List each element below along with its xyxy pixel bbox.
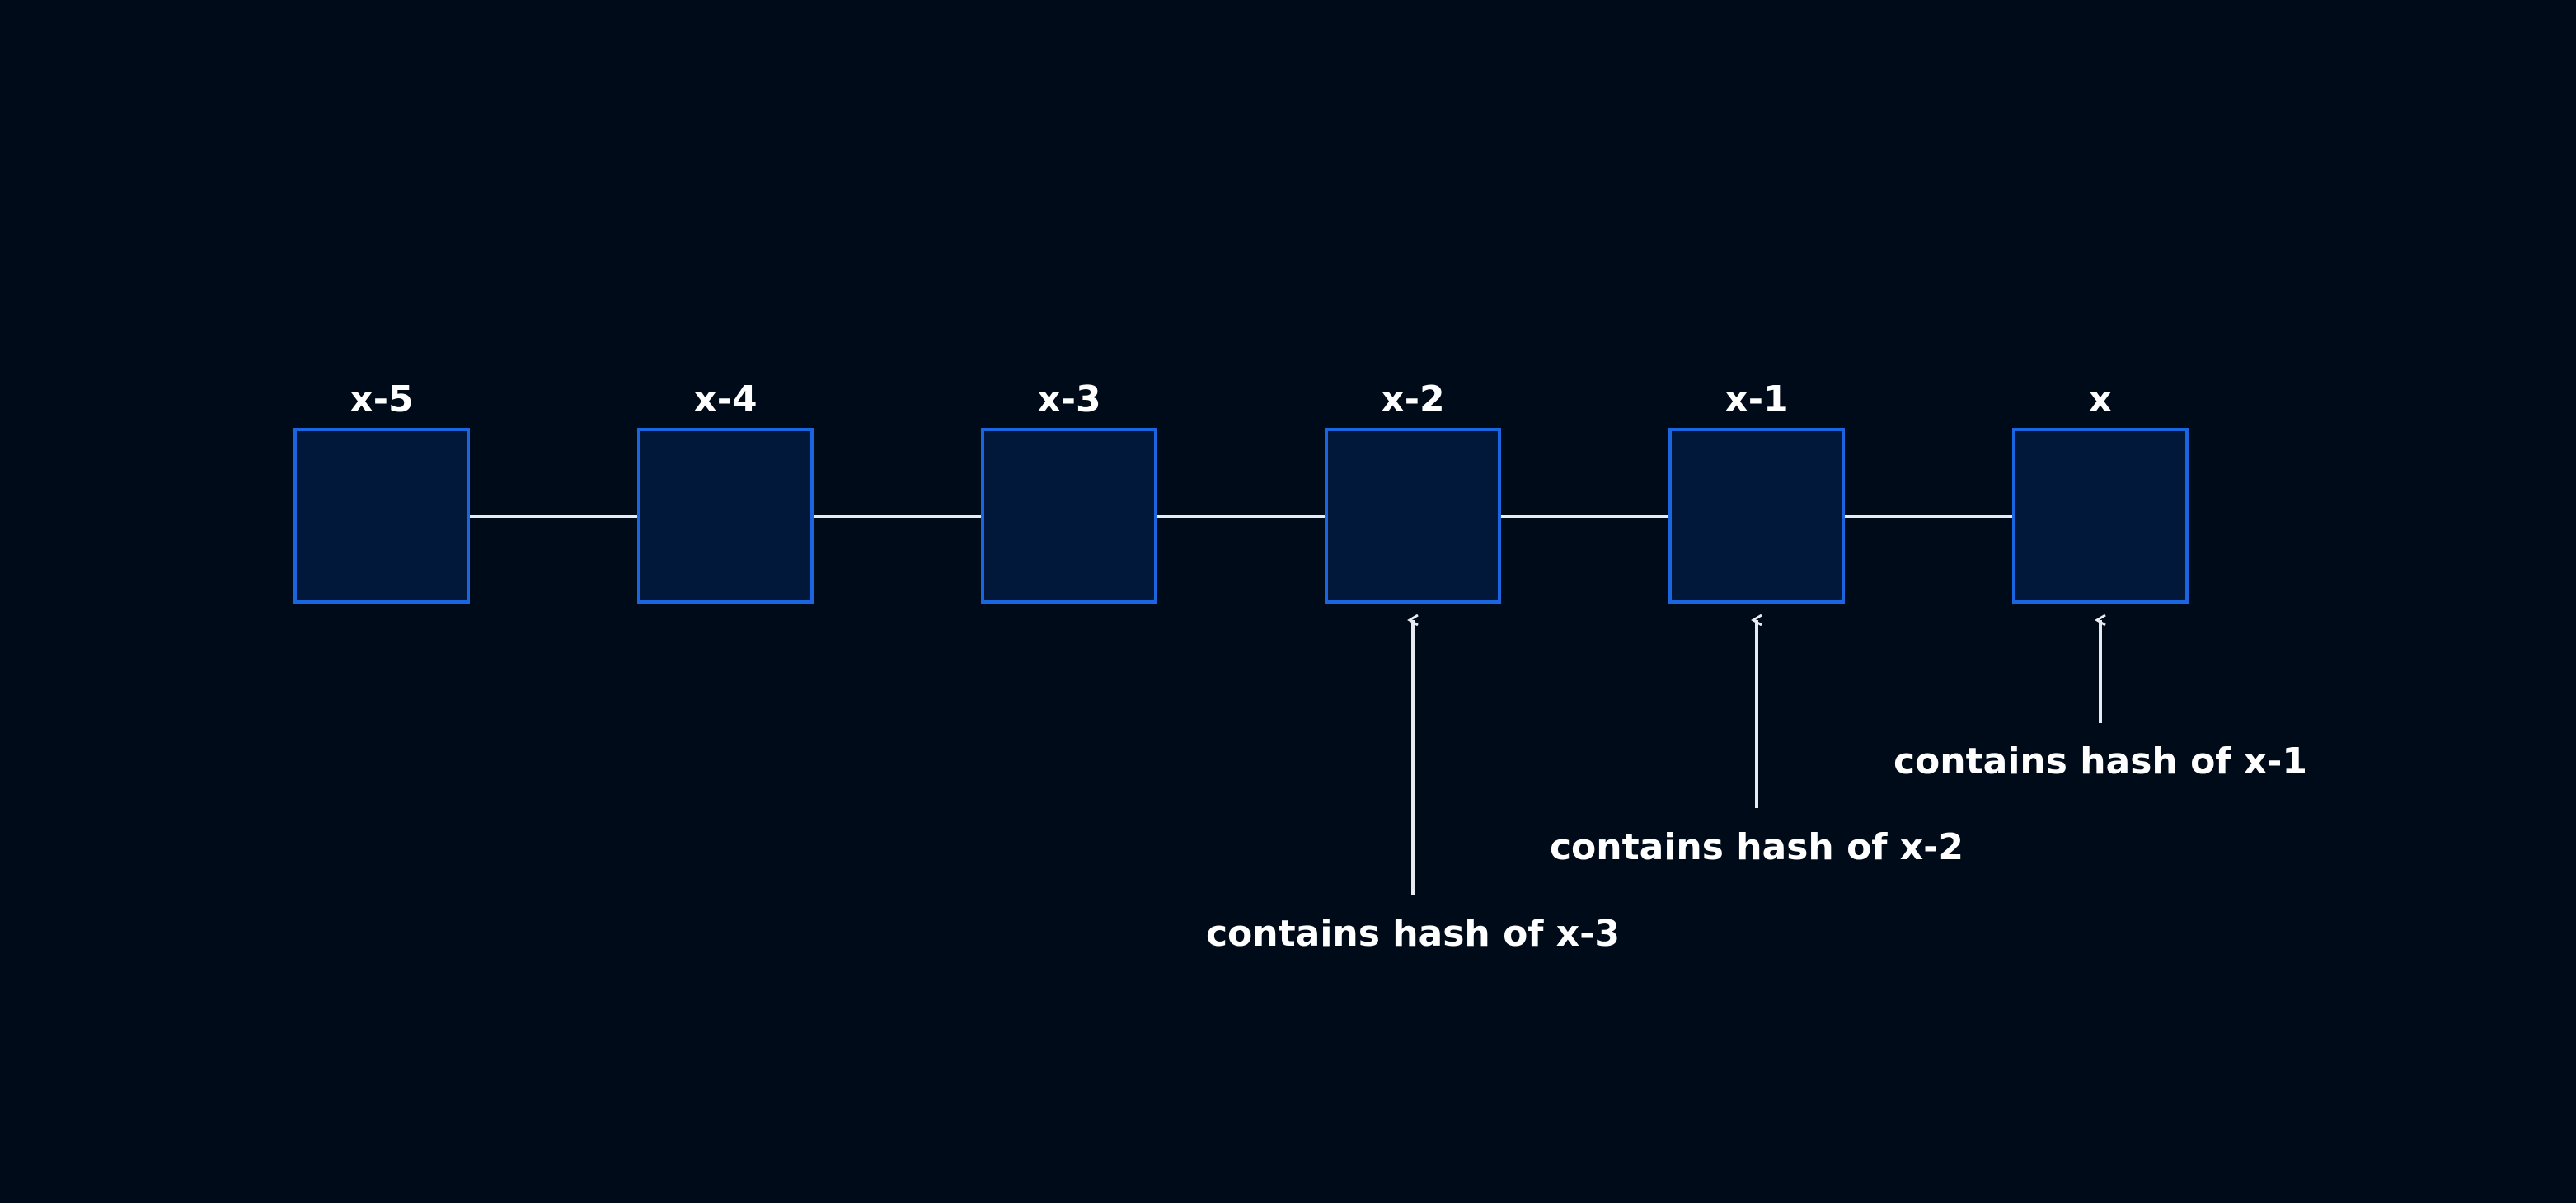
block-box [1668, 428, 1845, 604]
annotation-text: contains hash of x-1 [1893, 740, 2307, 782]
block-box [981, 428, 1157, 604]
block-box [637, 428, 814, 604]
block-label: x-1 [1724, 378, 1788, 421]
block-label: x-3 [1037, 378, 1100, 421]
annotation-x-2: contains hash of x-3 [1206, 620, 1620, 955]
block-label: x-2 [1381, 378, 1444, 421]
annotation-x-1: contains hash of x-2 [1550, 620, 1964, 868]
annotation-x: contains hash of x-1 [1893, 620, 2307, 782]
block-x: x [2012, 378, 2189, 604]
block-box [2012, 428, 2189, 604]
block-x-3: x-3 [981, 378, 1157, 604]
block-box [293, 428, 470, 604]
annotation-text: contains hash of x-2 [1550, 826, 1964, 868]
block-x-2: x-2 [1325, 378, 1501, 604]
block-label: x-4 [693, 378, 757, 421]
block-box [1325, 428, 1501, 604]
block-x-4: x-4 [637, 378, 814, 604]
block-label: x-5 [350, 378, 413, 421]
block-label: x [2089, 378, 2112, 421]
block-x-5: x-5 [293, 378, 470, 604]
block-x-1: x-1 [1668, 378, 1845, 604]
annotation-text: contains hash of x-3 [1206, 913, 1620, 955]
